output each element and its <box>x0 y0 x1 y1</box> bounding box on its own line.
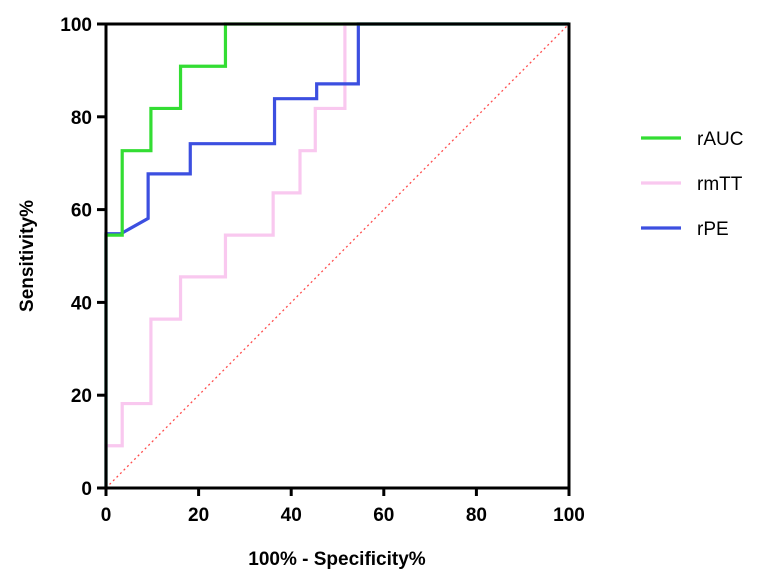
y-axis-title: Sensitivity% <box>17 200 38 312</box>
x-tick-label: 60 <box>373 505 394 526</box>
x-axis-title: 100% - Specificity% <box>248 549 426 570</box>
y-tick-label: 100 <box>60 15 92 36</box>
x-tick-label: 20 <box>188 505 209 526</box>
axes <box>104 22 571 490</box>
x-tick-label: 80 <box>466 505 487 526</box>
y-axis-ticks: 0 20 40 60 80 100 <box>60 15 106 500</box>
legend-label-rauc: rAUC <box>697 129 743 150</box>
legend-label-rpe: rPE <box>697 219 729 240</box>
x-tick-label: 40 <box>281 505 302 526</box>
y-tick-label: 40 <box>71 293 92 314</box>
series-line-rauc <box>104 22 569 488</box>
series-line-rmtt <box>104 22 569 488</box>
y-tick-label: 0 <box>81 479 92 500</box>
legend-label-rmtt: rmTT <box>697 174 743 195</box>
reference-diagonal-line <box>105 23 570 489</box>
legend: rAUC rmTT rPE <box>641 129 743 240</box>
x-tick-label: 0 <box>101 505 112 526</box>
y-tick-label: 60 <box>71 201 92 222</box>
x-axis-ticks: 0 20 40 60 80 100 <box>101 488 585 526</box>
series-line-rpe <box>104 22 569 488</box>
y-tick-label: 20 <box>71 386 92 407</box>
y-tick-label: 80 <box>71 108 92 129</box>
series-group <box>104 22 569 488</box>
x-tick-label: 100 <box>553 505 585 526</box>
reference-diagonal-group <box>105 23 570 489</box>
